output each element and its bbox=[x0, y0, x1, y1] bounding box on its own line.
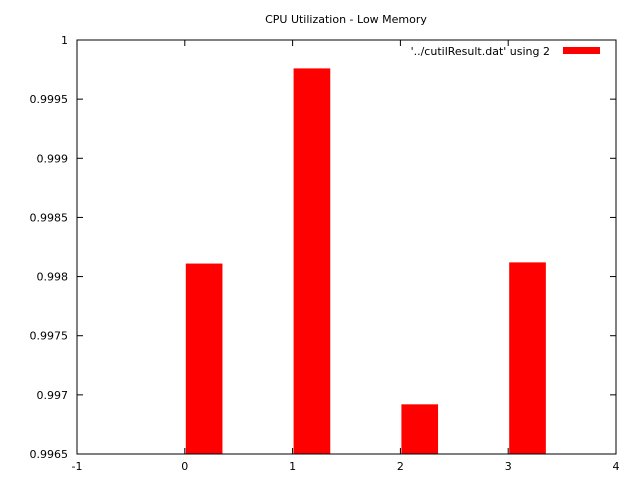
x-tick-label: 3 bbox=[505, 460, 512, 473]
plot-frame bbox=[76, 39, 617, 455]
x-tick-label: 0 bbox=[181, 460, 188, 473]
y-tick-label: 0.997 bbox=[37, 389, 69, 402]
y-tick-label: 0.9995 bbox=[30, 93, 69, 106]
y-tick-label: 0.9985 bbox=[30, 211, 69, 224]
bar bbox=[509, 262, 546, 454]
y-tick-label: 0.999 bbox=[37, 152, 69, 165]
x-tick-label: -1 bbox=[72, 460, 83, 473]
x-tick-label: 1 bbox=[289, 460, 296, 473]
x-tick-label: 2 bbox=[397, 460, 404, 473]
legend: '../cutilResult.dat' using 2 bbox=[411, 45, 600, 58]
y-tick-label: 0.9975 bbox=[30, 330, 69, 343]
y-tick-label: 0.998 bbox=[37, 271, 69, 284]
bar bbox=[401, 404, 439, 454]
x-tick-label: 4 bbox=[613, 460, 620, 473]
bar bbox=[185, 263, 223, 454]
y-tick-label: 1 bbox=[61, 34, 68, 47]
bar bbox=[293, 68, 331, 454]
chart-title: CPU Utilization - Low Memory bbox=[265, 13, 427, 26]
legend-swatch bbox=[563, 47, 600, 54]
axes-group: 0.9965 0.997 0.9975 0.998 0.9985 0.999 0.9995 1… bbox=[30, 34, 620, 473]
y-tick-label: 0.9965 bbox=[30, 448, 69, 461]
bars-group bbox=[185, 68, 546, 454]
legend-label: '../cutilResult.dat' using 2 bbox=[411, 45, 550, 58]
